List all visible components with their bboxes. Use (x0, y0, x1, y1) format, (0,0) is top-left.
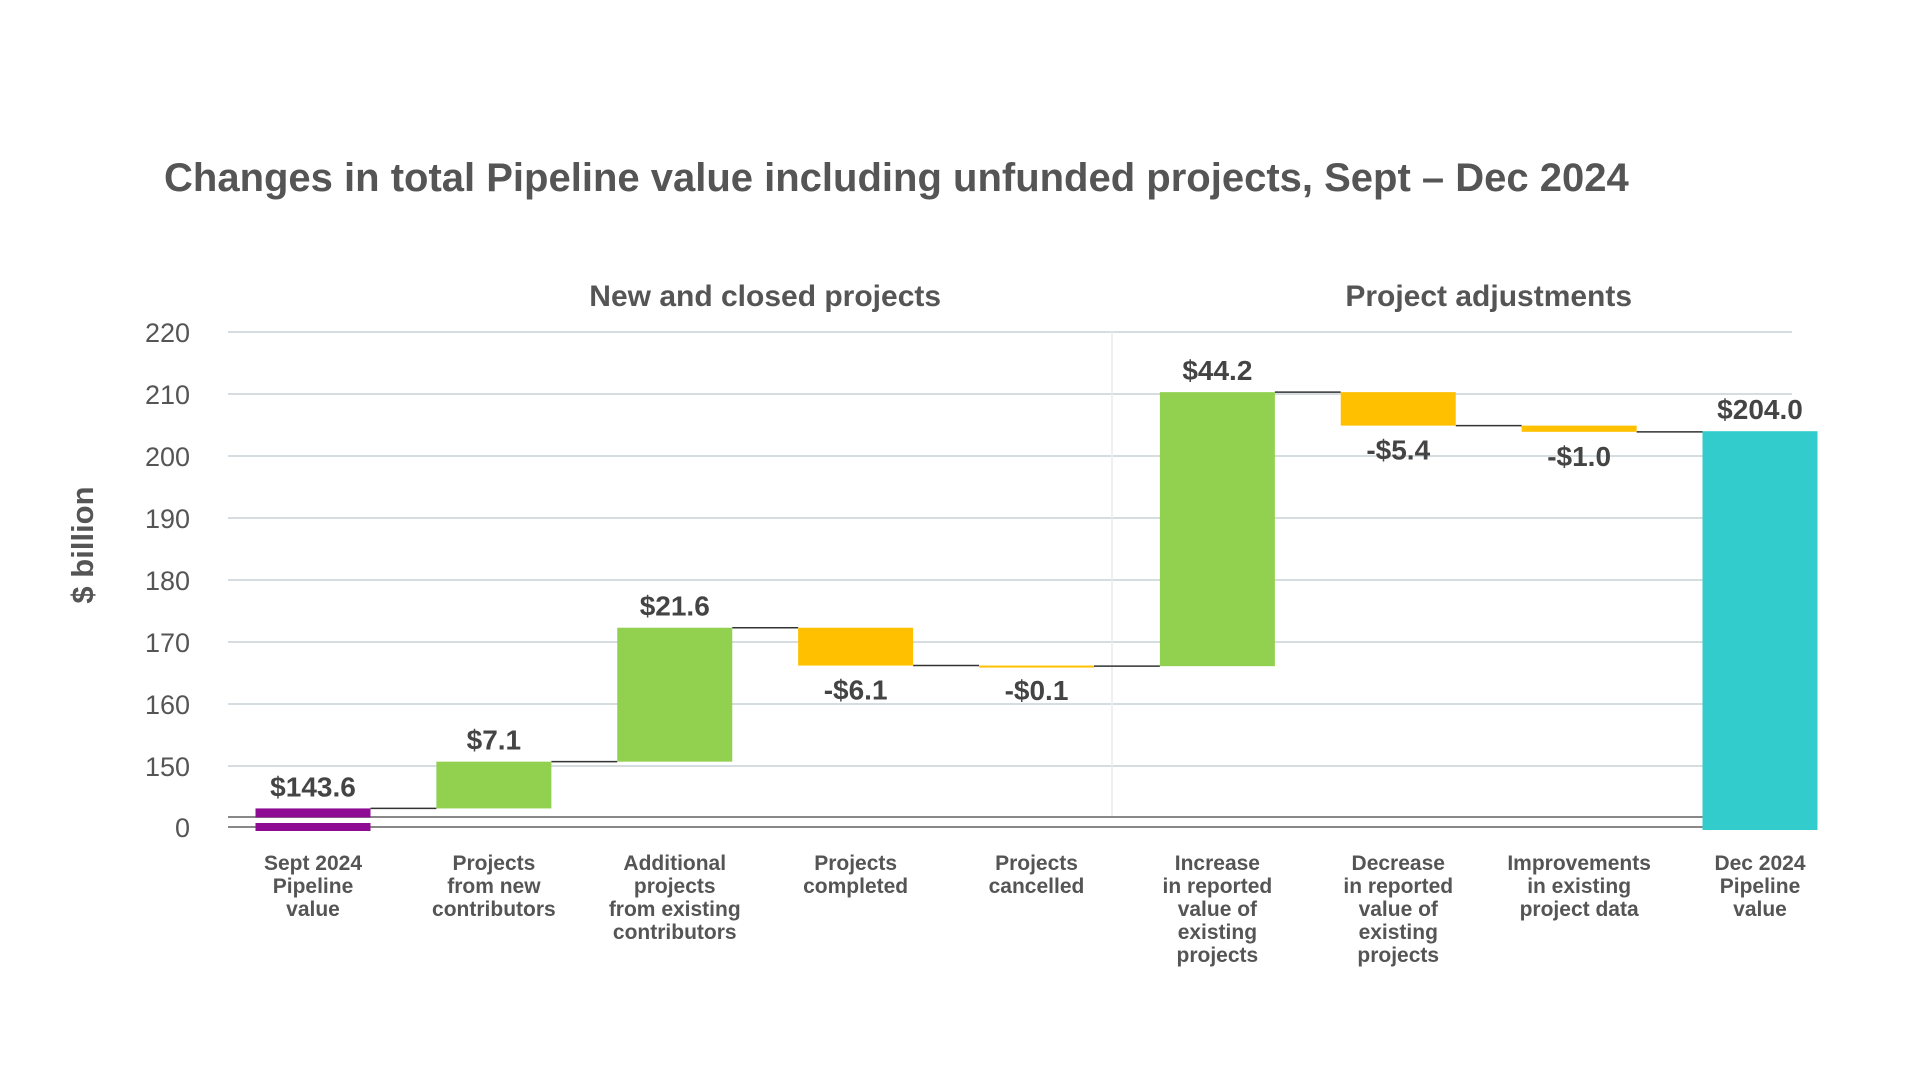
bar-dec-2024 (1702, 431, 1818, 830)
bar-sept-2024-base (255, 823, 371, 831)
x-category-label: Projects cancelled (989, 852, 1085, 898)
bar-decrease (1521, 425, 1637, 432)
y-tick-label: 180 (145, 566, 190, 596)
y-tick-label: 200 (145, 442, 190, 472)
x-category-label: Dec 2024 Pipeline value (1714, 852, 1805, 921)
y-axis-label: $ billion (65, 486, 100, 603)
data-label: $21.6 (640, 591, 710, 622)
data-label: -$1.0 (1547, 441, 1611, 472)
group-headers: New and closed projects Project adjustmen… (589, 280, 1632, 313)
data-label: $7.1 (467, 725, 522, 756)
y-tick-label: 0 (175, 813, 190, 843)
bar-increase (436, 761, 552, 809)
x-category-label: Improvements in existing project data (1507, 852, 1651, 921)
bar-increase (617, 627, 733, 762)
group-header: Project adjustments (1345, 280, 1632, 313)
y-tick-label: 210 (145, 380, 190, 410)
x-axis: Sept 2024 Pipeline value Projects from new co… (264, 852, 1806, 967)
bar-decrease (979, 665, 1094, 668)
group-header: New and closed projects (589, 280, 941, 313)
y-tick-label: 160 (145, 690, 190, 720)
data-label: $204.0 (1717, 394, 1803, 425)
y-tick-label: 170 (145, 628, 190, 658)
chart-title: Changes in total Pipeline value includin… (164, 156, 1630, 200)
x-category-label: Increase in reported value of existing proje… (1163, 852, 1273, 967)
data-label: -$5.4 (1366, 435, 1430, 466)
bar-decrease (798, 627, 914, 666)
y-axis: 0 150 160 170 180 190 200 210 220 (145, 318, 1792, 843)
x-category-label: Additional projects from existing contribut… (609, 852, 741, 944)
x-category-label: Sept 2024 Pipeline value (264, 852, 362, 921)
y-tick-label: 220 (145, 318, 190, 348)
bar-decrease (1340, 392, 1456, 426)
y-tick-label: 190 (145, 504, 190, 534)
x-category-label: Decrease in reported value of existing proje… (1343, 852, 1453, 967)
bars (255, 392, 1818, 831)
x-category-label: Projects completed (803, 852, 908, 898)
data-labels: $143.6 $7.1 $21.6 -$6.1 -$0.1 $44.2 -$5.4 -$1.0… (270, 355, 1803, 802)
y-tick-label: 150 (145, 752, 190, 782)
data-label: -$6.1 (824, 675, 888, 706)
data-label: $143.6 (270, 771, 356, 802)
gridlines (228, 331, 1792, 817)
bar-increase (1159, 392, 1275, 667)
bar-sept-2024 (255, 808, 371, 818)
connectors (370, 391, 1703, 810)
x-category-label: Projects from new contributors (432, 852, 556, 921)
data-label: -$0.1 (1005, 675, 1069, 706)
data-label: $44.2 (1182, 355, 1252, 386)
